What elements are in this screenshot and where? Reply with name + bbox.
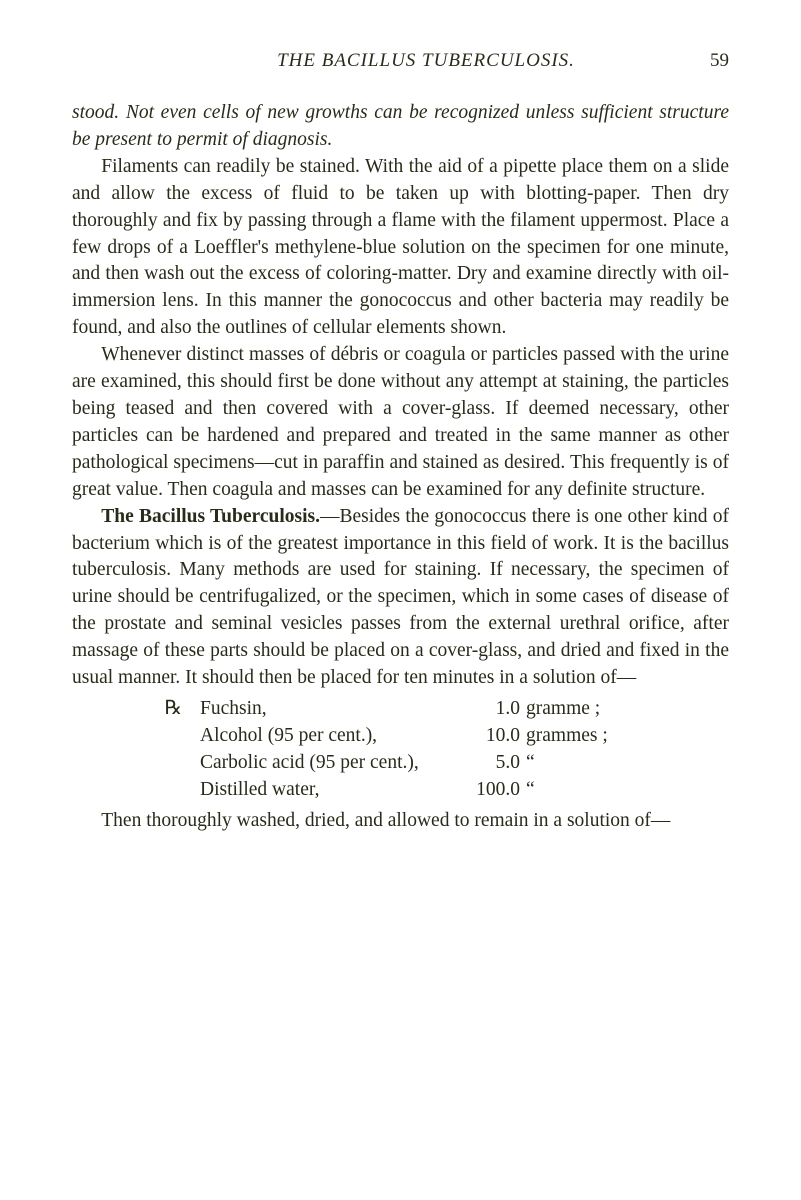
italic-text: stood. Not even cells of new growths can… bbox=[72, 102, 729, 150]
recipe-value: 1.0 bbox=[460, 696, 526, 723]
recipe-line: ℞ Fuchsin, 1.0 gramme ; bbox=[72, 696, 729, 723]
recipe-name: Fuchsin, bbox=[200, 696, 460, 723]
paragraph-3: Whenever distinct masses of débris or co… bbox=[72, 342, 729, 503]
body-text: stood. Not even cells of new growths can… bbox=[72, 100, 729, 834]
recipe-name: Distilled water, bbox=[200, 777, 460, 804]
recipe-unit: grammes ; bbox=[526, 723, 729, 750]
paragraph-4: The Bacillus Tuberculosis.—Besides the g… bbox=[72, 504, 729, 692]
paragraph-1: stood. Not even cells of new growths can… bbox=[72, 100, 729, 154]
recipe-line: Alcohol (95 per cent.), 10.0 grammes ; bbox=[72, 723, 729, 750]
rx-symbol: ℞ bbox=[72, 696, 200, 723]
recipe-unit: gramme ; bbox=[526, 696, 729, 723]
running-title: THE BACILLUS TUBERCULOSIS. bbox=[72, 50, 710, 72]
recipe-value: 100.0 bbox=[460, 777, 526, 804]
recipe-line: Carbolic acid (95 per cent.), 5.0 “ bbox=[72, 750, 729, 777]
recipe-name: Carbolic acid (95 per cent.), bbox=[200, 750, 460, 777]
section-heading: The Bacillus Tuberculosis. bbox=[101, 506, 320, 527]
paragraph-2: Filaments can readily be stained. With t… bbox=[72, 154, 729, 342]
paragraph-5: Then thoroughly washed, dried, and allow… bbox=[72, 808, 729, 835]
recipe-block: ℞ Fuchsin, 1.0 gramme ; Alcohol (95 per … bbox=[72, 696, 729, 804]
page-number: 59 bbox=[710, 50, 729, 72]
recipe-line: Distilled water, 100.0 “ bbox=[72, 777, 729, 804]
recipe-value: 10.0 bbox=[460, 723, 526, 750]
page: THE BACILLUS TUBERCULOSIS. 59 stood. Not… bbox=[0, 0, 801, 874]
page-header: THE BACILLUS TUBERCULOSIS. 59 bbox=[72, 50, 729, 72]
recipe-name: Alcohol (95 per cent.), bbox=[200, 723, 460, 750]
recipe-unit: “ bbox=[526, 777, 729, 804]
paragraph-4-text: —Besides the gonococcus there is one oth… bbox=[72, 506, 729, 688]
recipe-value: 5.0 bbox=[460, 750, 526, 777]
recipe-unit: “ bbox=[526, 750, 729, 777]
